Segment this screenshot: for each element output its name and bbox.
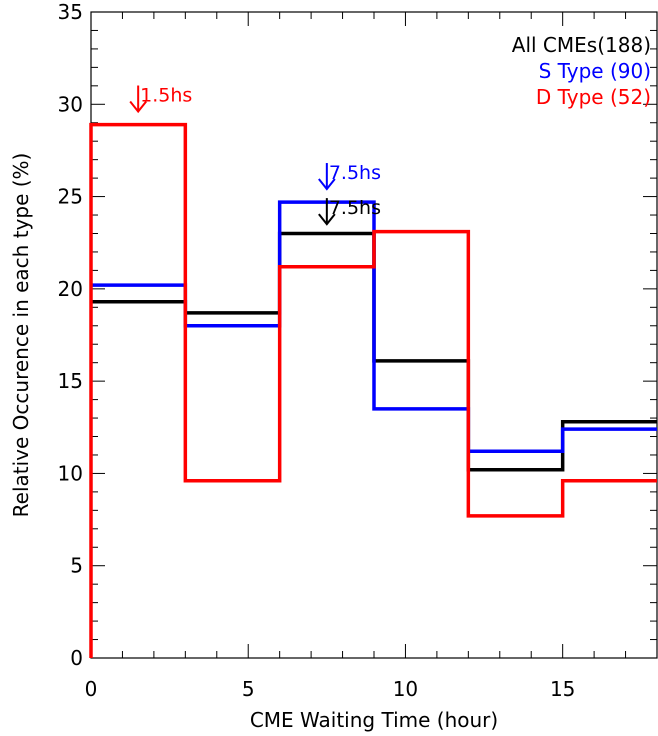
y-tick-label: 15 — [58, 369, 83, 393]
annotation-arrow-head — [129, 100, 147, 114]
legend-entry: D Type (52) — [536, 85, 651, 109]
annotation-label: 1.5hs — [140, 85, 192, 107]
y-tick-label: 35 — [58, 0, 83, 24]
x-axis-label: CME Waiting Time (hour) — [250, 708, 498, 732]
legend-entry: All CMEs(188) — [512, 33, 651, 57]
y-tick-label: 20 — [58, 277, 83, 301]
legend-entry: S Type (90) — [539, 59, 651, 83]
annotation-arrow-head — [318, 178, 336, 191]
y-tick-label: 30 — [58, 92, 83, 116]
x-tick-label: 15 — [550, 677, 575, 701]
y-tick-label: 5 — [70, 554, 83, 578]
annotation-arrow-head — [318, 213, 336, 226]
annotation-label: 7.5hs — [329, 197, 381, 219]
y-tick-label: 10 — [58, 461, 83, 485]
x-tick-label: 5 — [242, 677, 255, 701]
x-tick-label: 10 — [393, 677, 418, 701]
y-tick-label: 25 — [58, 185, 83, 209]
series-line-d-type — [89, 122, 657, 658]
y-axis-label: Relative Occurence in each type (%) — [9, 153, 33, 518]
annotation-label: 7.5hs — [329, 162, 381, 184]
y-tick-label: 0 — [70, 646, 83, 670]
x-tick-label: 0 — [85, 677, 98, 701]
